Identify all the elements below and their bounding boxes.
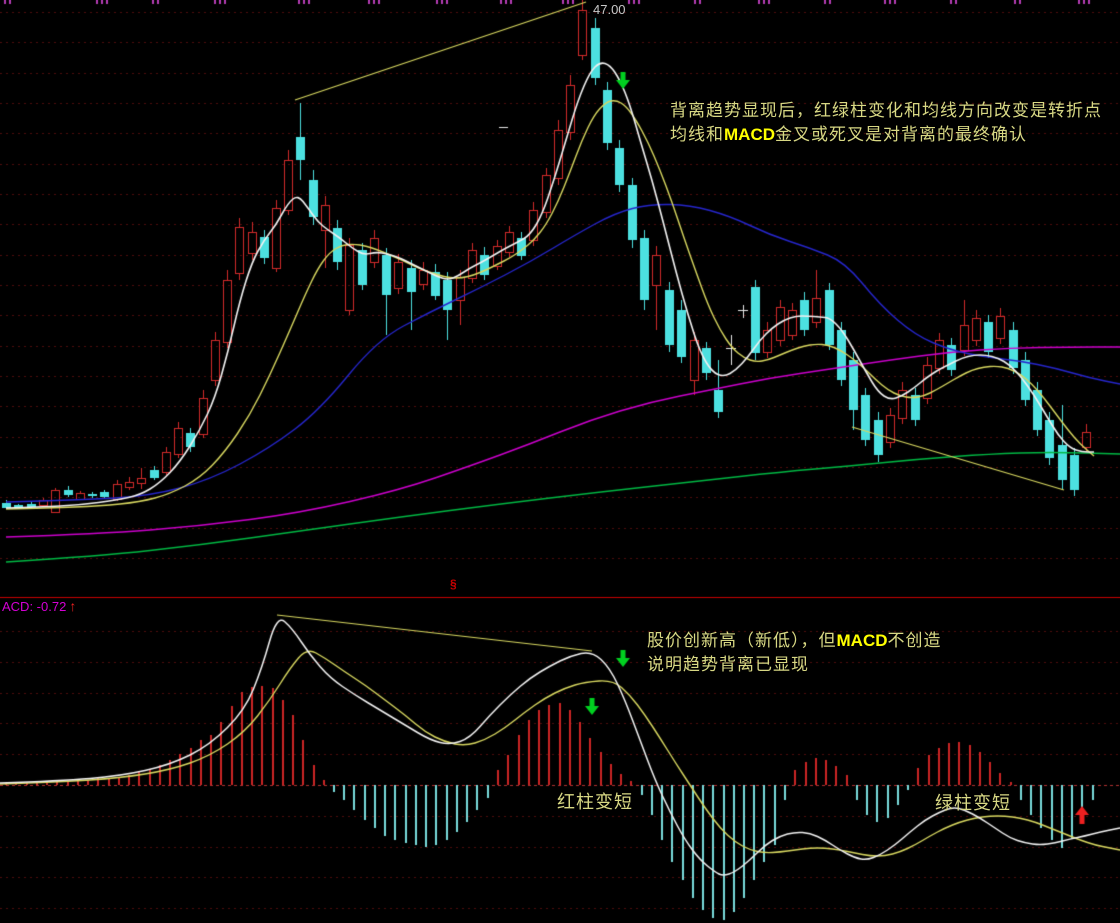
price-annotation-line2-post: 金叉或死叉是对背离的最终确认	[775, 125, 1027, 144]
macd-value-text: ACD: -0.72	[2, 599, 67, 614]
macd-up-arrow-icon: ↑	[69, 598, 77, 614]
red-bars-shorten-label: 红柱变短	[557, 792, 633, 812]
macd-highlight-text: MACD	[836, 631, 888, 650]
macd-annotation-line1-pre: 股价创新高（新低），但	[647, 631, 837, 650]
green-bars-shorten-label: 绿柱变短	[935, 793, 1011, 813]
macd-annotation-line1: 股价创新高（新低），但MACD不创造	[647, 629, 942, 653]
price-annotation-line2: 均线和MACD金叉或死叉是对背离的最终确认	[670, 123, 1102, 147]
price-annotation-line1: 背离趋势显现后，红绿柱变化和均线方向改变是转折点	[670, 101, 1102, 120]
macd-indicator-value: ACD: -0.72 ↑	[2, 598, 76, 614]
macd-highlight-text: MACD	[724, 125, 775, 144]
macd-divergence-annotation: 股价创新高（新低），但MACD不创造 说明趋势背离已显现	[647, 629, 942, 677]
peak-price-label: 47.00	[593, 2, 626, 17]
macd-annotation-line1-post: 不创造	[887, 631, 942, 650]
section-marker-icon: §	[450, 577, 457, 591]
macd-annotation-line2: 说明趋势背离已显现	[647, 655, 809, 674]
price-divergence-annotation: 背离趋势显现后，红绿柱变化和均线方向改变是转折点 均线和MACD金叉或死叉是对背…	[670, 99, 1102, 147]
price-annotation-line2-pre: 均线和	[670, 125, 724, 144]
